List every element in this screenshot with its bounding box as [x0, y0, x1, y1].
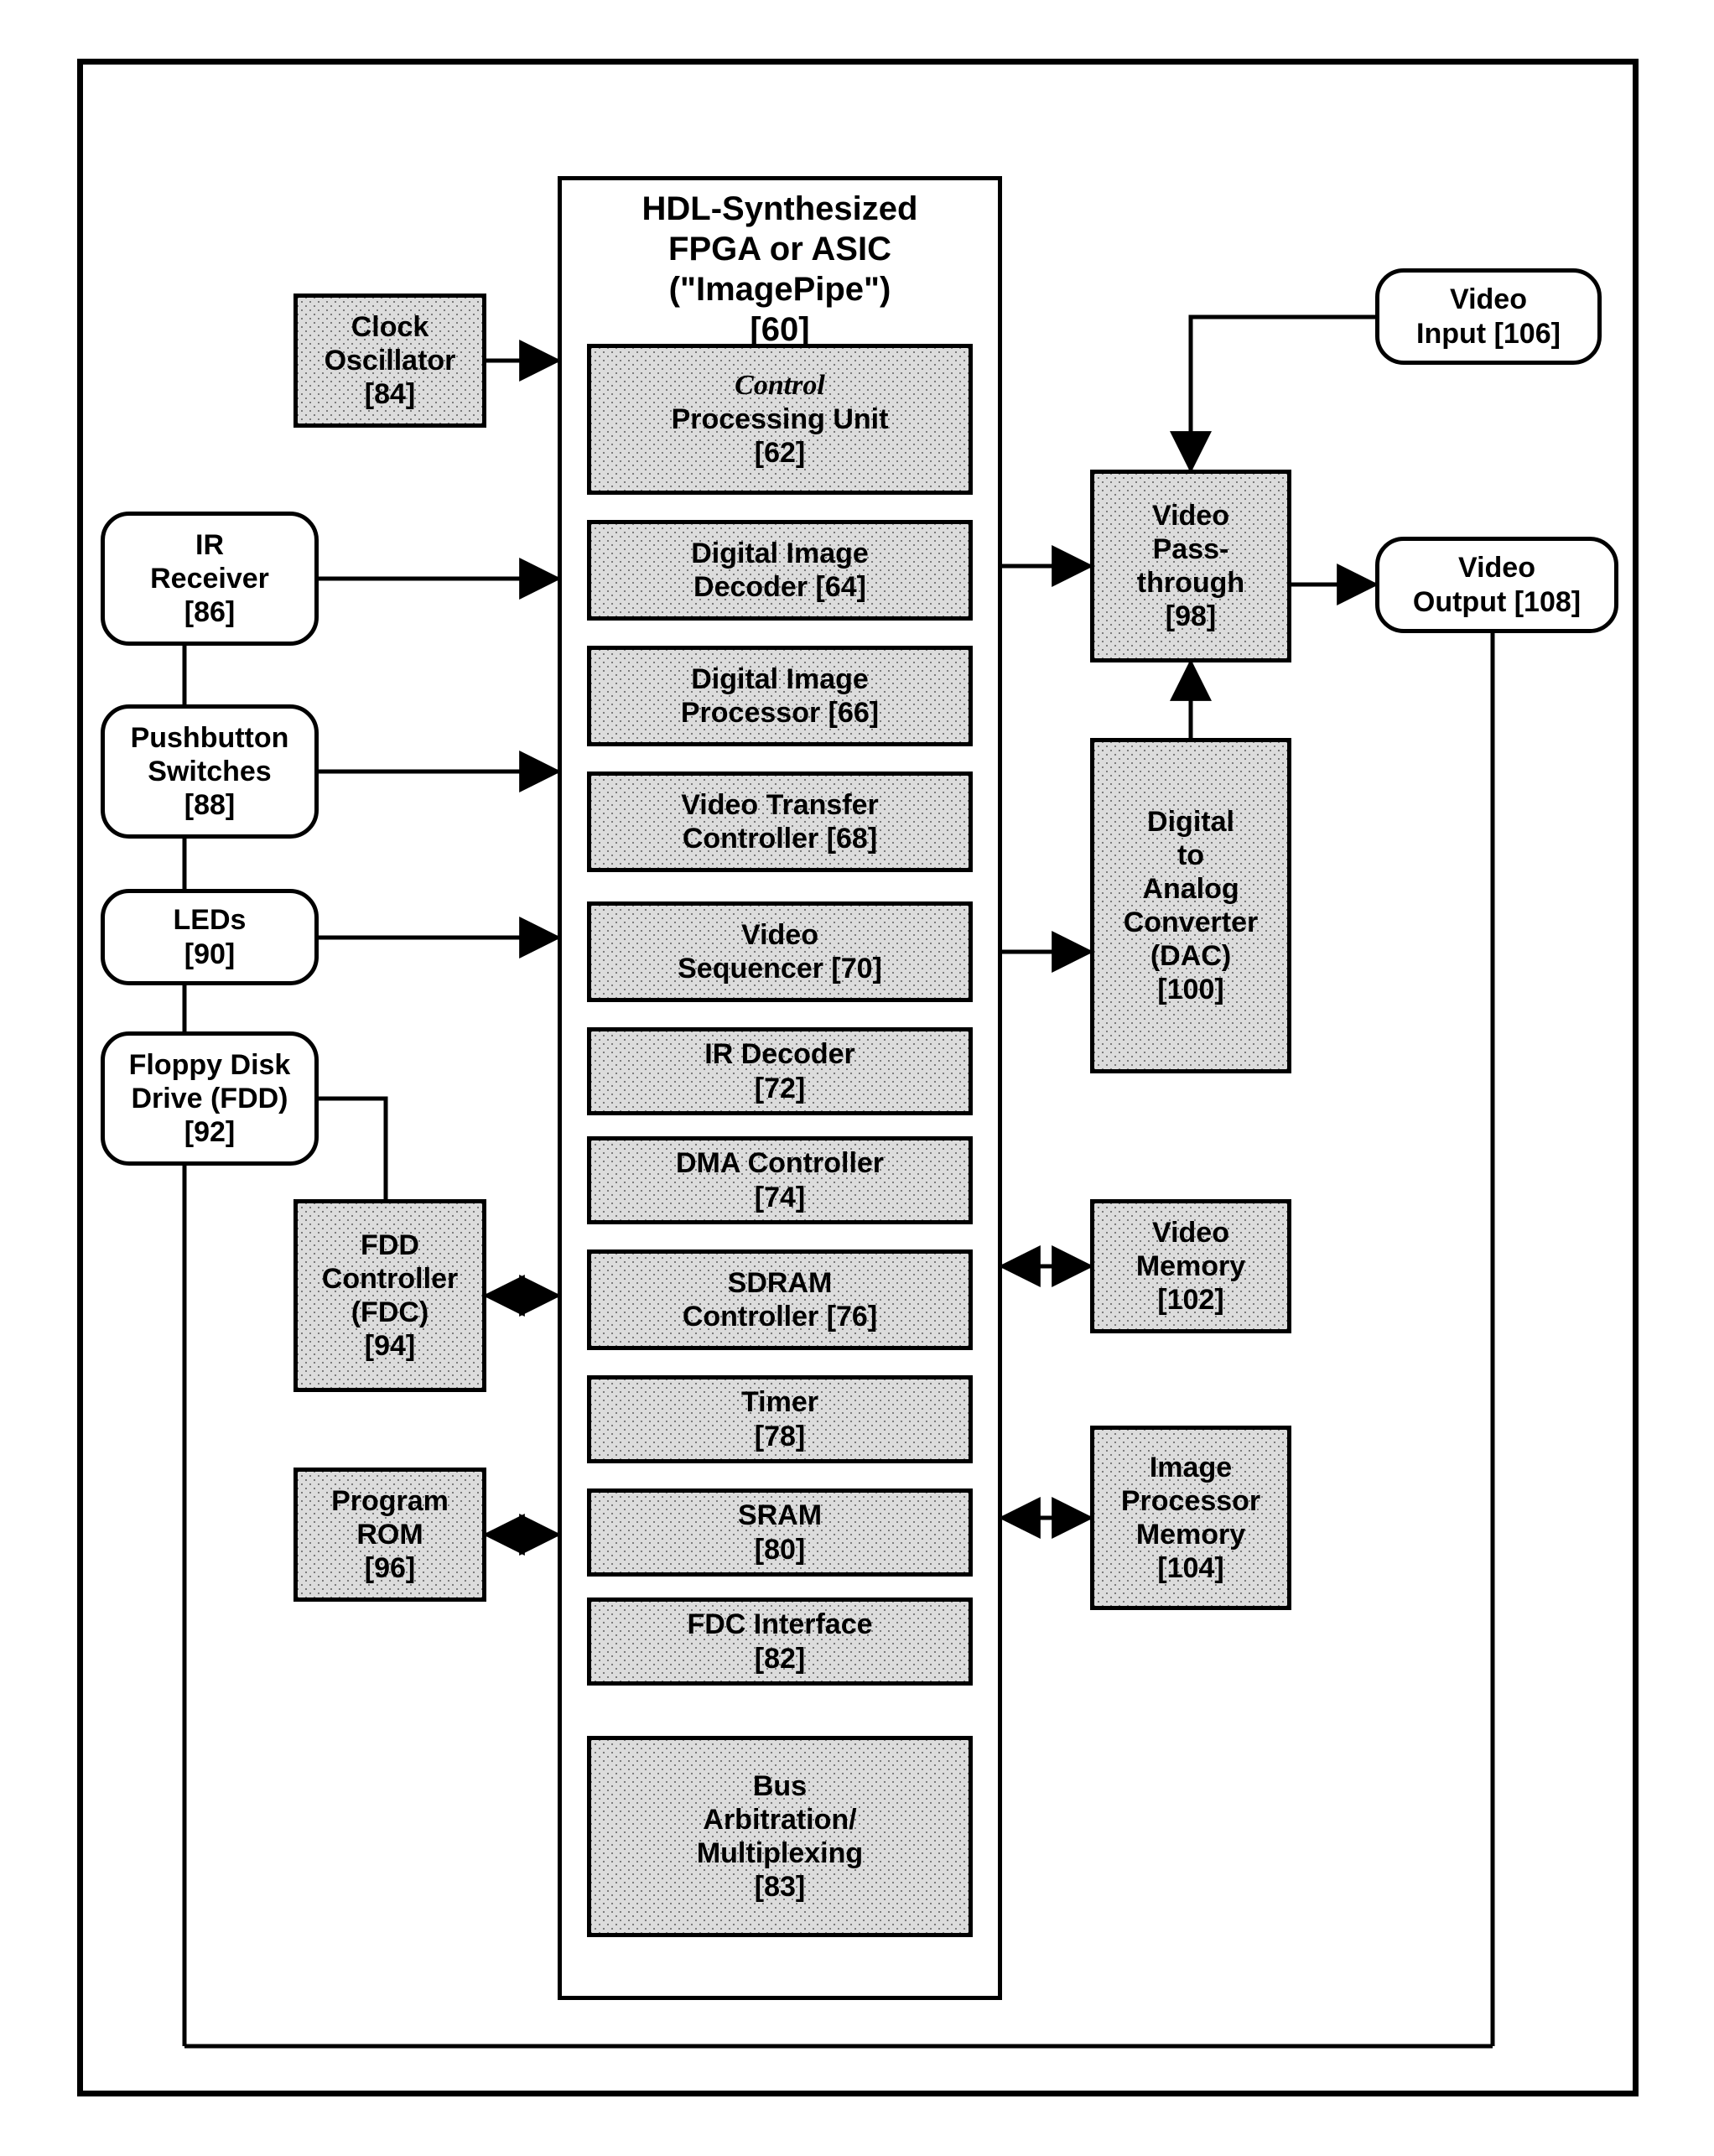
- block-ir: IRReceiver[86]: [101, 512, 319, 646]
- block-vin: VideoInput [106]: [1375, 268, 1602, 365]
- block-fdci: FDC Interface[82]: [587, 1598, 973, 1686]
- block-fdd: Floppy DiskDrive (FDD)[92]: [101, 1031, 319, 1166]
- block-did: Digital ImageDecoder [64]: [587, 520, 973, 621]
- block-clk: ClockOscillator[84]: [293, 294, 486, 428]
- block-sdram: SDRAMController [76]: [587, 1249, 973, 1350]
- diagram-canvas: HDL-Synthesized FPGA or ASIC ("ImagePipe…: [0, 0, 1714, 2156]
- block-imem: ImageProcessorMemory[104]: [1090, 1426, 1291, 1610]
- block-fdc: FDDController(FDC)[94]: [293, 1199, 486, 1392]
- block-leds: LEDs[90]: [101, 889, 319, 985]
- block-pbs: PushbuttonSwitches[88]: [101, 704, 319, 839]
- block-vmem: VideoMemory[102]: [1090, 1199, 1291, 1333]
- block-dac: DigitaltoAnalogConverter(DAC)[100]: [1090, 738, 1291, 1073]
- block-prom: ProgramROM[96]: [293, 1468, 486, 1602]
- block-dma: DMA Controller[74]: [587, 1136, 973, 1224]
- block-vout: VideoOutput [108]: [1375, 537, 1618, 633]
- block-bus: BusArbitration/Multiplexing[83]: [587, 1736, 973, 1937]
- block-vpt: VideoPass-through[98]: [1090, 470, 1291, 662]
- block-sram: SRAM[80]: [587, 1488, 973, 1577]
- block-vseq: VideoSequencer [70]: [587, 901, 973, 1002]
- block-timer: Timer[78]: [587, 1375, 973, 1463]
- block-ird: IR Decoder[72]: [587, 1027, 973, 1115]
- block-dip: Digital ImageProcessor [66]: [587, 646, 973, 746]
- block-cpu: ControlProcessing Unit[62]: [587, 344, 973, 495]
- block-vtc: Video TransferController [68]: [587, 771, 973, 872]
- fpga-title: HDL-Synthesized FPGA or ASIC ("ImagePipe…: [574, 189, 985, 350]
